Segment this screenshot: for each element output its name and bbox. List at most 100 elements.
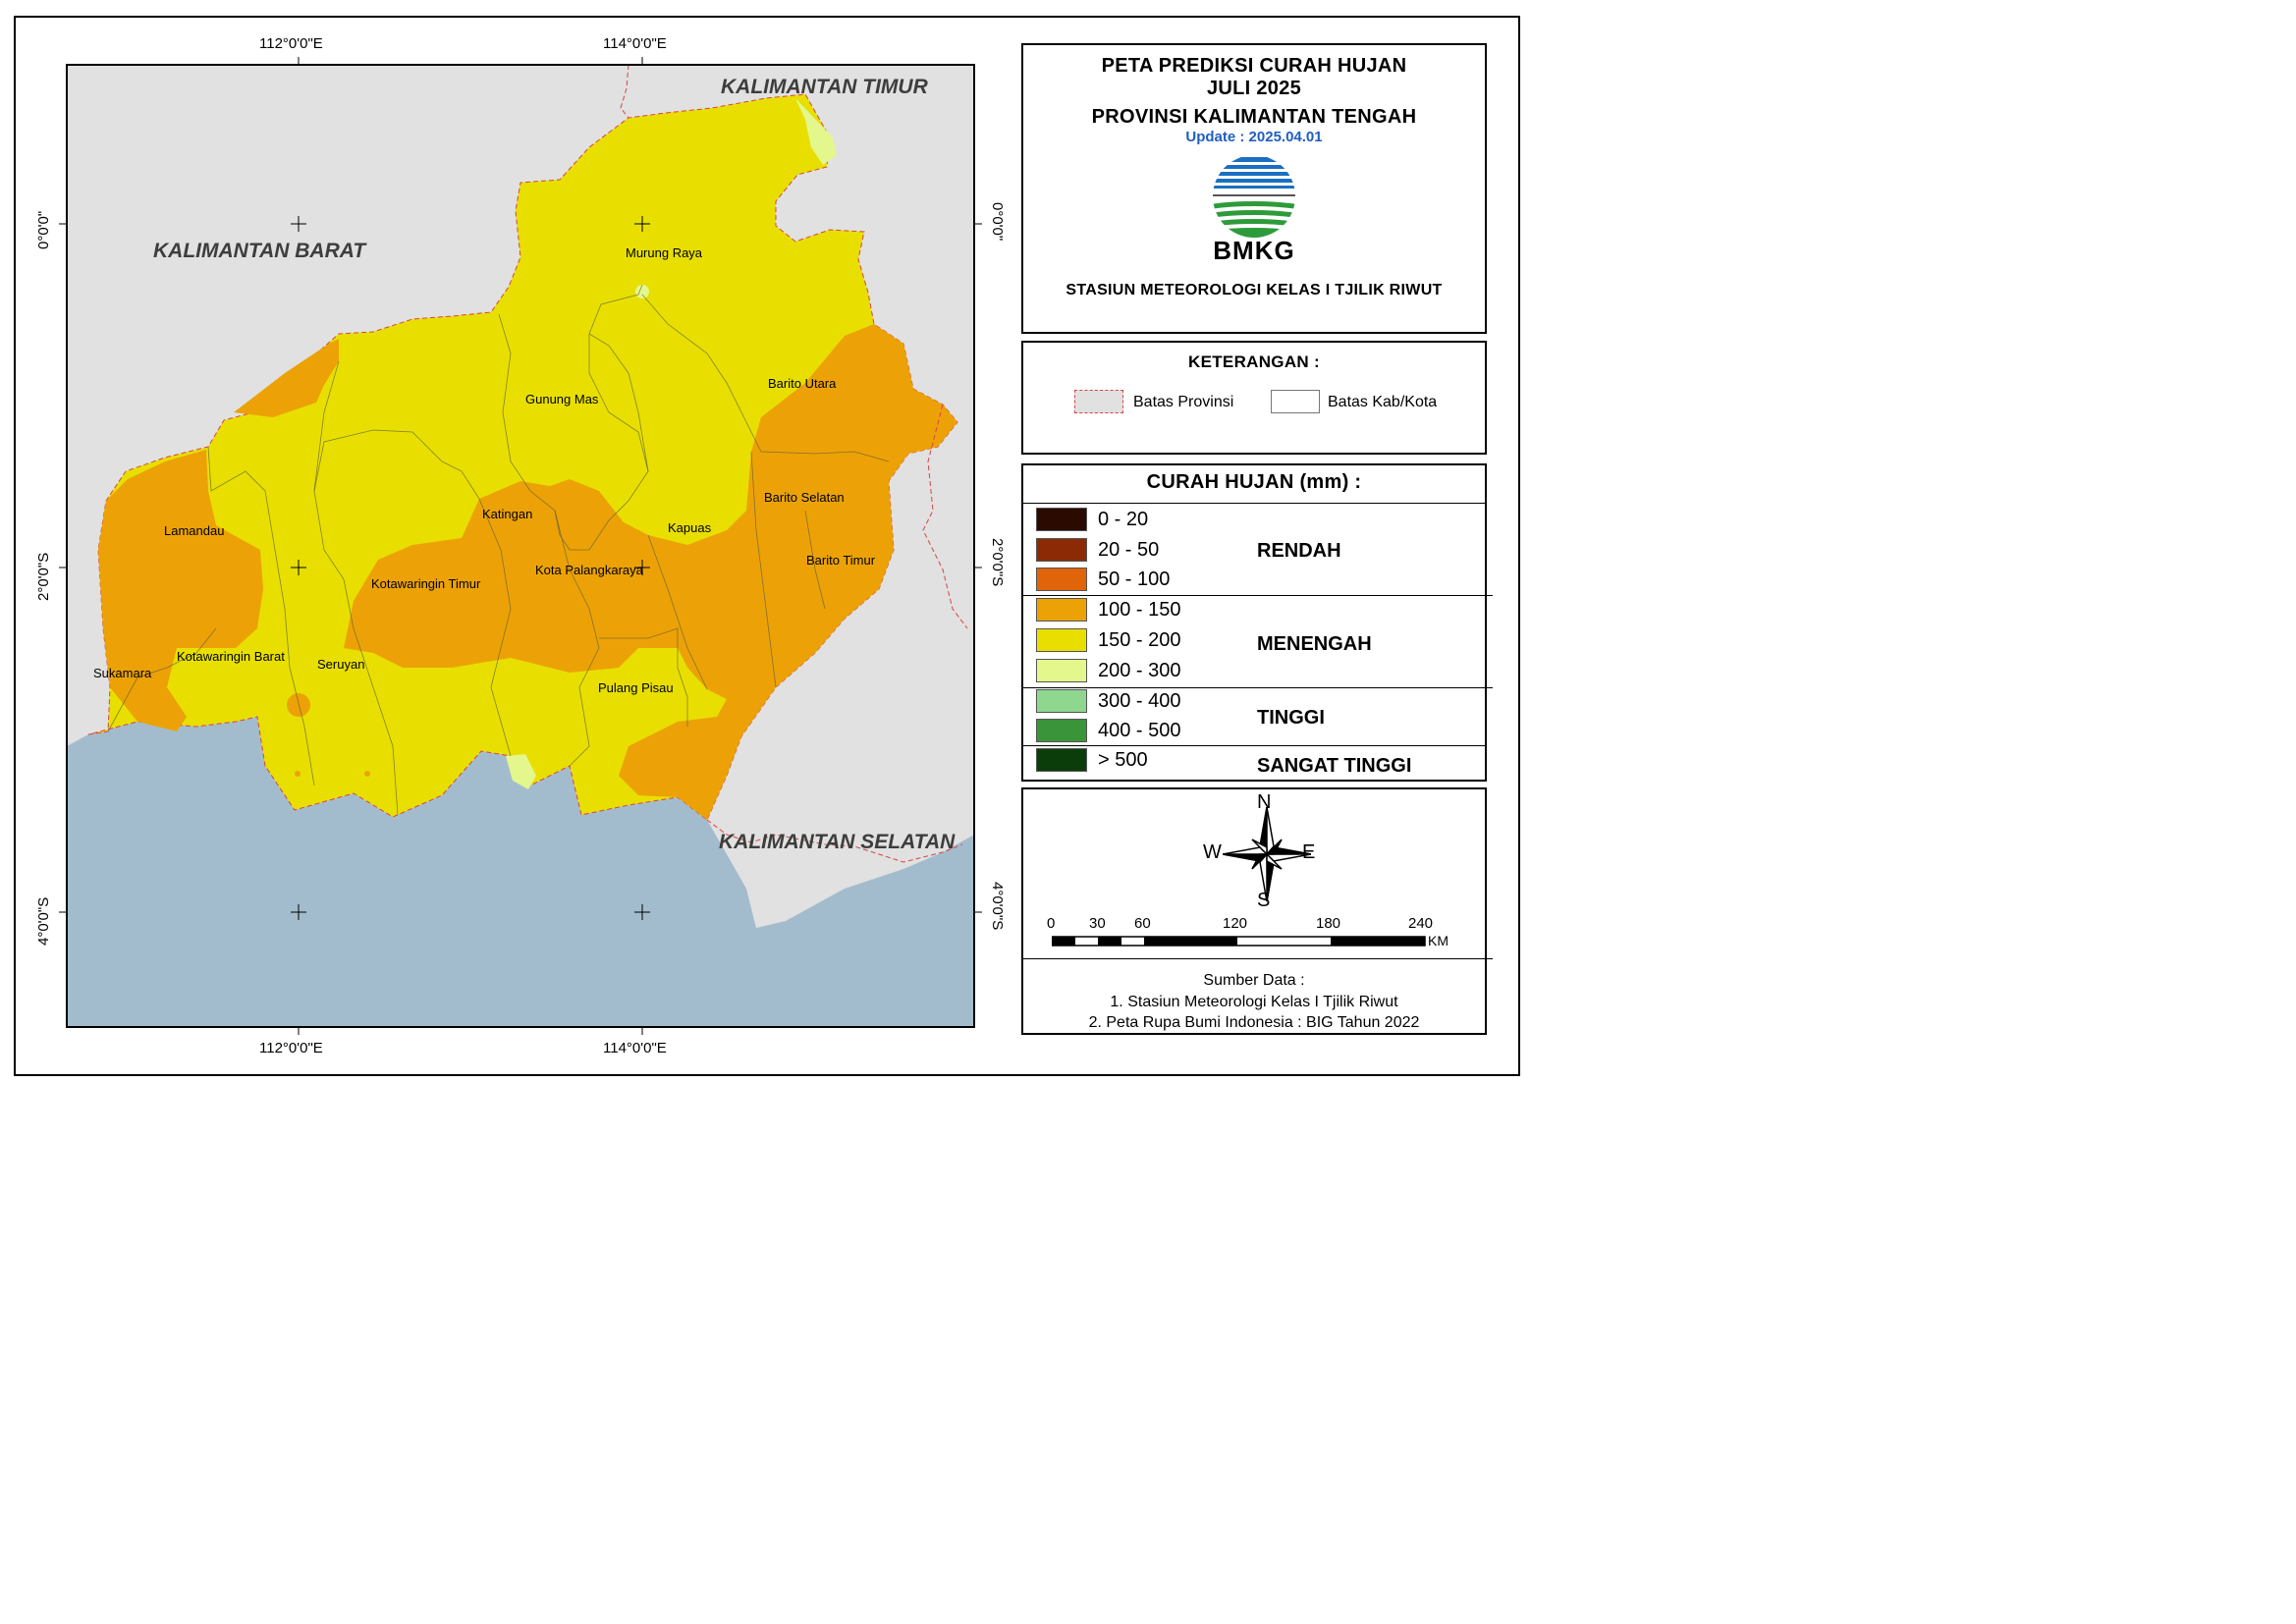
legend-swatch — [1036, 598, 1087, 622]
zone-100-150-dot-small2 — [295, 771, 301, 777]
zone-100-150-west — [98, 450, 263, 731]
legend-row: 20 - 50 — [1036, 538, 1159, 562]
compass-north: N — [1257, 791, 1272, 813]
region-label-kalbar: KALIMANTAN BARAT — [153, 240, 366, 262]
region-label-kaltim: KALIMANTAN TIMUR — [721, 76, 928, 98]
source-line-2: 2. Peta Rupa Bumi Indonesia : BIG Tahun … — [1088, 1014, 1420, 1031]
legend-divider — [1023, 687, 1493, 688]
legend-range: 400 - 500 — [1098, 719, 1181, 741]
lon-label-bottom-2: 114°0'0"E — [603, 1040, 667, 1056]
legend-row: > 500 — [1036, 748, 1148, 772]
lat-label-right-3: 4°0'0"S — [989, 882, 1006, 931]
map-title-line3: PROVINSI KALIMANTAN TENGAH — [1091, 106, 1417, 128]
source-heading: Sumber Data : — [1203, 972, 1305, 989]
zone-200-300-north — [795, 98, 837, 165]
district-label: Barito Timur — [806, 553, 876, 568]
region-label-kalsel: KALIMANTAN SELATAN — [719, 831, 956, 853]
lat-label-left-2: 2°0'0"S — [35, 552, 52, 601]
compass-west: W — [1203, 841, 1222, 863]
legend-range: 150 - 200 — [1098, 628, 1181, 651]
district-label: Barito Selatan — [764, 490, 845, 505]
district-label: Pulang Pisau — [598, 680, 674, 695]
legend-divider — [1023, 745, 1485, 746]
lon-label-bottom-1: 112°0'0"E — [259, 1040, 323, 1056]
zone-100-150-central — [344, 324, 957, 820]
zone-100-150-dot-small — [364, 771, 370, 777]
scale-tick-label: 240 — [1408, 915, 1434, 932]
legend-range: 20 - 50 — [1098, 538, 1160, 561]
legend-swatch — [1036, 628, 1087, 652]
legend-range: 100 - 150 — [1098, 598, 1181, 621]
lon-label-top-1: 112°0'0"E — [259, 35, 323, 52]
legend-range: 200 - 300 — [1098, 659, 1181, 681]
legend-swatch — [1036, 568, 1087, 591]
legend-row: 200 - 300 — [1036, 659, 1181, 682]
district-label: Kota Palangkaraya — [535, 563, 643, 577]
legend-swatch — [1036, 538, 1087, 562]
scale-tick-label: 60 — [1134, 915, 1151, 932]
graticule-ticks — [59, 57, 982, 1035]
legend-row: 150 - 200 — [1036, 628, 1181, 652]
district-label: Murung Raya — [626, 245, 703, 260]
legend-row: 100 - 150 — [1036, 598, 1181, 622]
north-arrow-icon — [1223, 807, 1311, 901]
lon-label-top-2: 114°0'0"E — [603, 35, 667, 52]
legend-swatch — [1036, 508, 1087, 531]
kabkota-boundary-label: Batas Kab/Kota — [1328, 394, 1438, 410]
district-label: Katingan — [482, 507, 533, 521]
bmkg-logo-text: BMKG — [1213, 236, 1295, 265]
legend-divider — [1023, 503, 1485, 504]
map-frame — [14, 16, 1520, 1076]
lat-label-left-1: 0°0'0" — [35, 210, 52, 249]
scale-unit: KM — [1428, 933, 1449, 948]
scale-tick-label: 180 — [1316, 915, 1341, 932]
compass-east: E — [1302, 841, 1316, 863]
rainfall-map — [59, 57, 982, 1035]
legend-swatch — [1036, 719, 1087, 742]
legend-row: 0 - 20 — [1036, 508, 1148, 531]
zone-200-300-center — [635, 285, 649, 298]
title-panel: PETA PREDIKSI CURAH HUJAN JULI 2025 PROV… — [1021, 43, 1487, 334]
legend-range: > 500 — [1098, 748, 1148, 771]
scale-tick-label: 0 — [1047, 915, 1056, 932]
legend-range: 300 - 400 — [1098, 689, 1181, 712]
lat-label-right-2: 2°0'0"S — [989, 538, 1006, 587]
legend-swatch — [1036, 748, 1087, 772]
category-menengah: MENENGAH — [1257, 633, 1372, 655]
panel-divider — [1023, 958, 1493, 959]
province-borders — [620, 65, 968, 863]
source-line-1: 1. Stasiun Meteorologi Kelas I Tjilik Ri… — [1110, 994, 1398, 1010]
rainfall-legend-panel: CURAH HUJAN (mm) : 0 - 20 20 - 50 50 - 1… — [1021, 463, 1493, 782]
zone-200-300-south — [506, 754, 536, 789]
update-date: Update : 2025.04.01 — [1185, 129, 1323, 145]
zone-100-150-northwest — [234, 339, 339, 417]
compass-scale-panel: N S W E 0 30 60 120 180 240 KM Sumber Da… — [1021, 787, 1493, 1035]
province-boundary-swatch — [1074, 390, 1123, 413]
graticule-crosses — [291, 216, 650, 920]
lat-label-right-1: 0°0'0" — [989, 202, 1006, 242]
legend-boundary-panel: KETERANGAN : Batas Provinsi Batas Kab/Ko… — [1021, 341, 1487, 455]
legend-row: 50 - 100 — [1036, 568, 1170, 591]
district-label: Gunung Mas — [525, 392, 599, 406]
station-name: STASIUN METEOROLOGI KELAS I TJILIK RIWUT — [1066, 282, 1443, 298]
scale-tick-label: 120 — [1223, 915, 1248, 932]
compass-south: S — [1257, 890, 1271, 911]
district-label: Barito Utara — [768, 376, 837, 391]
kabkota-boundary-swatch — [1271, 390, 1320, 413]
map-title-line1: PETA PREDIKSI CURAH HUJAN — [1101, 55, 1407, 77]
map-title-line2: JULI 2025 — [1206, 78, 1302, 99]
lat-label-left-3: 4°0'0"S — [35, 896, 52, 946]
category-rendah: RENDAH — [1257, 540, 1341, 562]
province-boundary-label: Batas Provinsi — [1133, 394, 1234, 410]
keterangan-heading: KETERANGAN : — [1188, 352, 1320, 371]
legend-divider — [1023, 595, 1493, 596]
legend-swatch — [1036, 659, 1087, 682]
legend-row: 400 - 500 — [1036, 719, 1181, 742]
legend-range: 0 - 20 — [1098, 508, 1149, 530]
category-sangat-tinggi: SANGAT TINGGI — [1257, 755, 1412, 777]
district-label: Seruyan — [317, 657, 365, 672]
zone-100-150-dot — [287, 693, 310, 717]
legend-range: 50 - 100 — [1098, 568, 1171, 590]
kabkota-boundaries — [107, 284, 890, 816]
scale-bar — [1052, 936, 1426, 947]
